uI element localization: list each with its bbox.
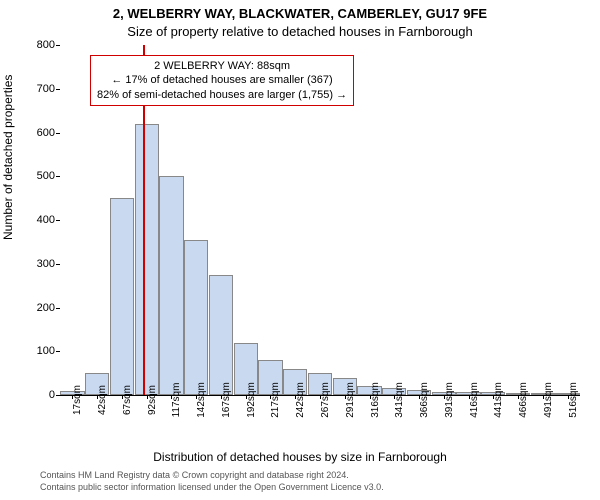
y-tick-label: 0 xyxy=(49,389,55,401)
footer-line2: Contains public sector information licen… xyxy=(40,482,384,494)
x-tick-mark xyxy=(543,395,544,399)
x-tick-label: 92sqm xyxy=(147,385,158,415)
x-tick-label: 316sqm xyxy=(370,382,381,418)
x-tick-label: 267sqm xyxy=(320,382,331,418)
y-tick-mark xyxy=(56,220,60,221)
x-tick-label: 167sqm xyxy=(221,382,232,418)
x-tick-mark xyxy=(469,395,470,399)
y-tick-label: 100 xyxy=(37,345,55,357)
y-tick-mark xyxy=(56,89,60,90)
x-tick-mark xyxy=(171,395,172,399)
chart-container: 2, WELBERRY WAY, BLACKWATER, CAMBERLEY, … xyxy=(0,0,600,500)
y-tick-mark xyxy=(56,308,60,309)
x-tick-label: 217sqm xyxy=(270,382,281,418)
annotation-larger: 82% of semi-detached houses are larger (… xyxy=(97,88,347,102)
x-tick-mark xyxy=(444,395,445,399)
y-tick-mark xyxy=(56,395,60,396)
histogram-bar xyxy=(209,275,233,395)
histogram-bar xyxy=(110,198,134,395)
x-tick-mark xyxy=(568,395,569,399)
x-tick-label: 516sqm xyxy=(568,382,579,418)
y-tick-label: 300 xyxy=(37,258,55,270)
annotation-box: 2 WELBERRY WAY: 88sqm← 17% of detached h… xyxy=(90,55,354,106)
x-tick-label: 491sqm xyxy=(543,382,554,418)
y-tick-label: 200 xyxy=(37,302,55,314)
x-tick-mark xyxy=(270,395,271,399)
footer-attribution: Contains HM Land Registry data © Crown c… xyxy=(40,470,384,493)
x-tick-label: 341sqm xyxy=(394,382,405,418)
x-tick-mark xyxy=(370,395,371,399)
x-tick-mark xyxy=(246,395,247,399)
y-tick-mark xyxy=(56,133,60,134)
x-tick-mark xyxy=(345,395,346,399)
x-tick-mark xyxy=(493,395,494,399)
histogram-bar xyxy=(184,240,208,395)
x-tick-label: 441sqm xyxy=(493,382,504,418)
x-tick-label: 391sqm xyxy=(444,382,455,418)
y-tick-label: 600 xyxy=(37,127,55,139)
x-tick-mark xyxy=(147,395,148,399)
footer-line1: Contains HM Land Registry data © Crown c… xyxy=(40,470,384,482)
x-tick-mark xyxy=(196,395,197,399)
annotation-property: 2 WELBERRY WAY: 88sqm xyxy=(97,59,347,73)
x-tick-label: 242sqm xyxy=(295,382,306,418)
y-tick-mark xyxy=(56,351,60,352)
x-tick-label: 117sqm xyxy=(171,383,182,418)
chart-title-address: 2, WELBERRY WAY, BLACKWATER, CAMBERLEY, … xyxy=(0,6,600,21)
x-tick-mark xyxy=(419,395,420,399)
x-tick-mark xyxy=(72,395,73,399)
x-tick-mark xyxy=(394,395,395,399)
x-tick-mark xyxy=(295,395,296,399)
y-tick-label: 500 xyxy=(37,170,55,182)
x-tick-label: 192sqm xyxy=(246,382,257,418)
x-tick-label: 142sqm xyxy=(196,382,207,418)
x-tick-label: 416sqm xyxy=(469,382,480,418)
y-tick-mark xyxy=(56,176,60,177)
annotation-smaller: ← 17% of detached houses are smaller (36… xyxy=(97,73,347,87)
y-tick-label: 400 xyxy=(37,214,55,226)
x-tick-mark xyxy=(122,395,123,399)
chart-title-subtitle: Size of property relative to detached ho… xyxy=(0,24,600,39)
x-tick-mark xyxy=(97,395,98,399)
x-axis-label: Distribution of detached houses by size … xyxy=(0,450,600,464)
y-tick-label: 700 xyxy=(37,83,55,95)
x-tick-mark xyxy=(320,395,321,399)
y-tick-label: 800 xyxy=(37,39,55,51)
x-tick-mark xyxy=(221,395,222,399)
x-tick-mark xyxy=(518,395,519,399)
x-tick-label: 466sqm xyxy=(518,382,529,418)
x-tick-label: 366sqm xyxy=(419,382,430,418)
histogram-bar xyxy=(159,176,183,395)
histogram-bar xyxy=(135,124,159,395)
y-tick-mark xyxy=(56,264,60,265)
y-axis-label: Number of detached properties xyxy=(1,75,15,240)
x-tick-label: 67sqm xyxy=(122,385,133,415)
plot-area: 2 WELBERRY WAY: 88sqm← 17% of detached h… xyxy=(60,45,580,395)
x-tick-label: 17sqm xyxy=(72,385,83,415)
x-tick-label: 291sqm xyxy=(345,382,356,418)
x-tick-label: 42sqm xyxy=(97,385,108,415)
y-tick-mark xyxy=(56,45,60,46)
